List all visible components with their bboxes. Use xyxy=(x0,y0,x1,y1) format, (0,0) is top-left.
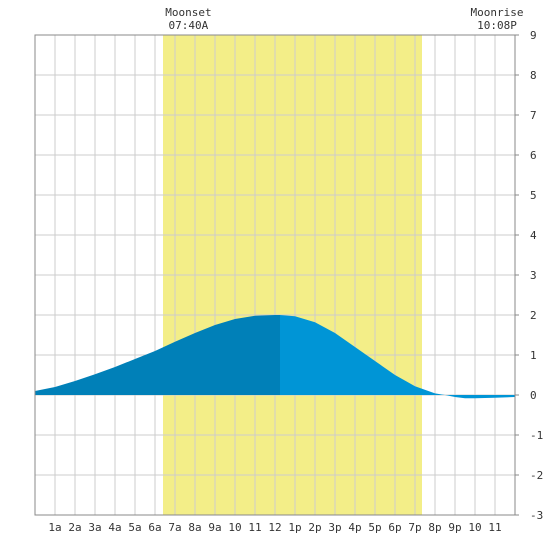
x-tick-label: 11 xyxy=(248,521,261,534)
x-tick-label: 11 xyxy=(488,521,501,534)
x-tick-label: 6a xyxy=(148,521,161,534)
y-tick-label: -3 xyxy=(530,509,543,522)
x-tick-label: 1a xyxy=(48,521,61,534)
y-tick-label: 6 xyxy=(530,149,537,162)
x-tick-label: 8p xyxy=(428,521,441,534)
y-tick-label: 3 xyxy=(530,269,537,282)
y-tick-label: 5 xyxy=(530,189,537,202)
x-tick-label: 5p xyxy=(368,521,381,534)
rising-tide-area xyxy=(35,315,280,395)
x-axis-ticks: 1a 2a 3a 4a 5a 6a 7a 8a 9a 10 11 12 1p 2p 3p 4p 5p 6p 7p 8p… xyxy=(48,521,501,534)
x-tick-label: 5a xyxy=(128,521,141,534)
x-tick-label: 9a xyxy=(208,521,221,534)
x-tick-label: 4p xyxy=(348,521,361,534)
y-tick-label: 0 xyxy=(530,389,537,402)
y-tick-label: 8 xyxy=(530,69,537,82)
x-tick-label: 10 xyxy=(468,521,481,534)
x-tick-label: 9p xyxy=(448,521,461,534)
x-tick-label: 7p xyxy=(408,521,421,534)
y-tick-label: -2 xyxy=(530,469,543,482)
moon-event-time: 07:40A xyxy=(169,19,209,32)
y-axis-ticks: -3 -2 -1 0 1 2 3 4 5 6 7 8 9 xyxy=(515,29,543,522)
chart-grid xyxy=(35,35,515,515)
x-tick-label: 10 xyxy=(228,521,241,534)
moon-event-label: Moonrise xyxy=(471,6,524,19)
moon-event-time: 10:08P xyxy=(477,19,517,32)
x-tick-label: 3p xyxy=(328,521,341,534)
x-tick-label: 1p xyxy=(288,521,301,534)
y-tick-label: 1 xyxy=(530,349,537,362)
x-tick-label: 12 xyxy=(268,521,281,534)
x-tick-label: 6p xyxy=(388,521,401,534)
x-tick-label: 3a xyxy=(88,521,101,534)
tide-area xyxy=(35,315,515,399)
x-tick-label: 2p xyxy=(308,521,321,534)
x-tick-label: 8a xyxy=(188,521,201,534)
falling-tide-area xyxy=(280,315,515,399)
y-tick-label: 2 xyxy=(530,309,537,322)
y-tick-label: 9 xyxy=(530,29,537,42)
y-tick-label: 4 xyxy=(530,229,537,242)
x-tick-label: 2a xyxy=(68,521,81,534)
x-tick-label: 4a xyxy=(108,521,121,534)
y-tick-label: 7 xyxy=(530,109,537,122)
moon-event-label: Moonset xyxy=(165,6,211,19)
y-tick-label: -1 xyxy=(530,429,543,442)
x-tick-label: 7a xyxy=(168,521,181,534)
